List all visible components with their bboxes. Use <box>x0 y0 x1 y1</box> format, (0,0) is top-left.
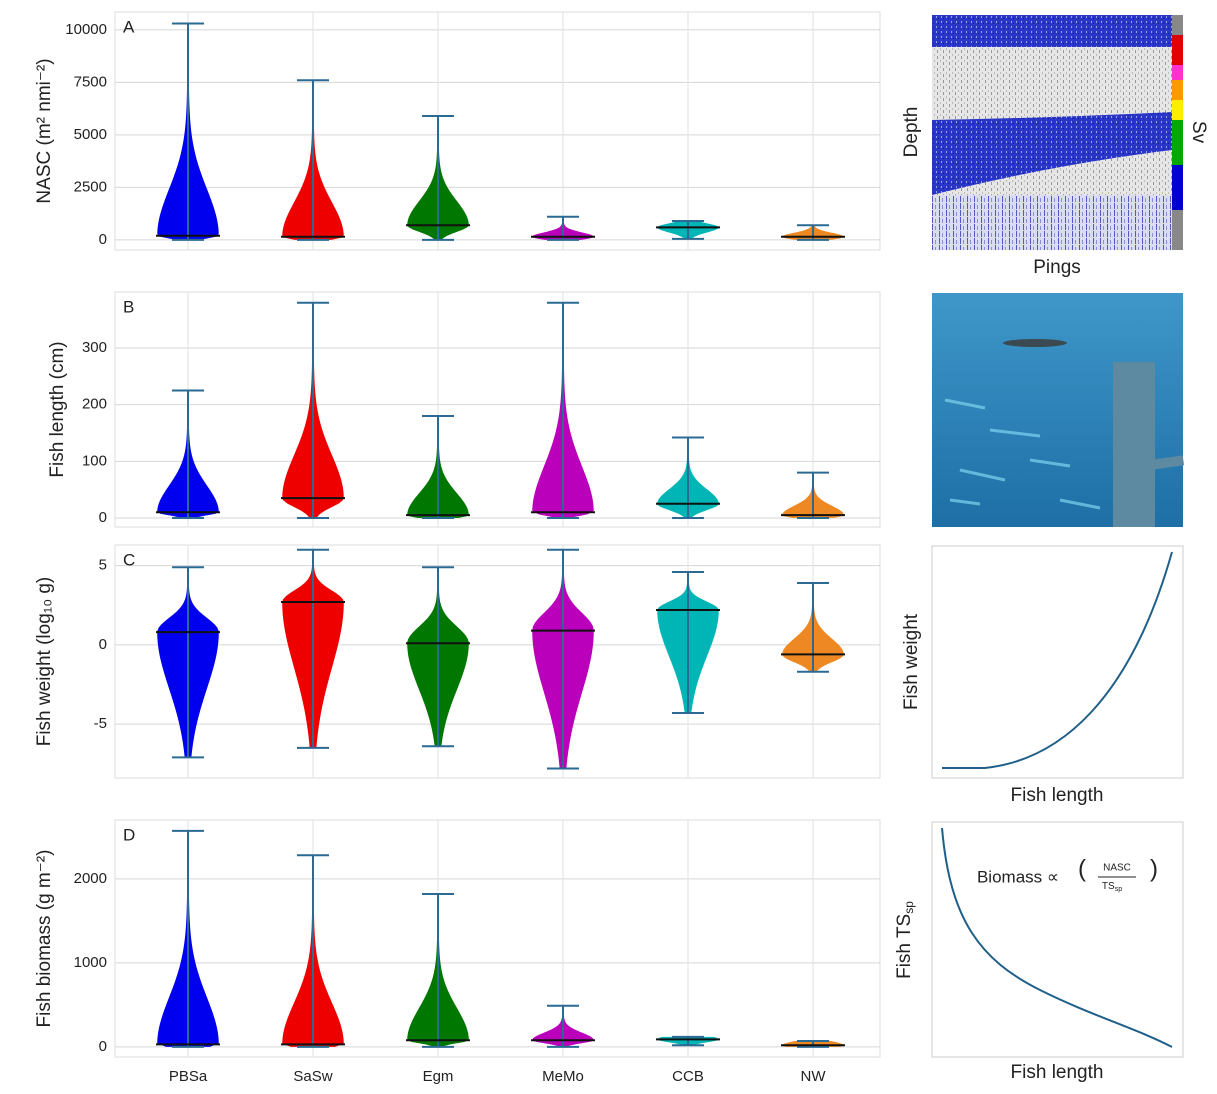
panel-frame <box>931 821 1184 1058</box>
post <box>1113 362 1155 527</box>
y-tick-label: 300 <box>82 339 107 356</box>
echogram-band <box>932 15 1172 47</box>
y-axis-label: NASC (m² nmi⁻²) <box>34 58 55 203</box>
x-tick-label: SaSw <box>293 1068 332 1085</box>
y-axis-label: Fish biomass (g m⁻²) <box>34 850 55 1028</box>
ts-curve-panel: Fish TSsp Fish length Biomass ∝ ( ) NASC… <box>894 821 1184 1083</box>
panel-label: A <box>123 17 135 36</box>
y-tick-label: 0 <box>99 636 107 653</box>
colorbar-label: Sv <box>1188 121 1209 144</box>
y-tick-label: 0 <box>99 509 107 526</box>
y-tick-label: 100 <box>82 452 107 469</box>
echogram-band <box>932 112 1172 195</box>
curve <box>942 551 1173 769</box>
x-tick-label: CCB <box>672 1068 704 1085</box>
fish <box>1003 339 1067 347</box>
y-tick-label: -5 <box>94 715 107 732</box>
y-tick-label: 1000 <box>74 954 107 971</box>
y-tick-label: 200 <box>82 396 107 413</box>
colorbar <box>1172 80 1183 100</box>
x-tick-label: MeMo <box>542 1068 584 1085</box>
formula-bracket: ) <box>1150 855 1158 882</box>
panel-label: D <box>123 825 135 844</box>
axis-label: Fish length <box>1011 785 1104 806</box>
fish <box>944 398 1101 510</box>
violin-panel: 0 100 200 300 B Fish length (cm) <box>47 291 881 528</box>
colorbar <box>1172 210 1183 250</box>
y-tick-label: 0 <box>99 231 107 248</box>
colorbar <box>1172 65 1183 80</box>
formula: Biomass ∝ <box>977 867 1059 886</box>
formula-denominator: TSsp <box>1102 881 1122 893</box>
formula-numerator: NASC <box>1103 863 1131 874</box>
y-tick-label: 0 <box>99 1038 107 1055</box>
x-tick-label: PBSa <box>169 1068 208 1085</box>
colorbar <box>1172 120 1183 165</box>
axis-label: Depth <box>901 107 922 158</box>
y-tick-label: 7500 <box>74 73 107 90</box>
x-tick-label: NW <box>801 1068 827 1085</box>
y-tick-label: 2500 <box>74 178 107 195</box>
y-axis-label: Fish length (cm) <box>47 341 68 477</box>
colorbar <box>1172 100 1183 120</box>
plot-area <box>114 291 881 528</box>
y-axis-label: Fish weight (log₁₀ g) <box>34 577 55 747</box>
echogram-band <box>932 195 1172 250</box>
formula-bracket: ( <box>1078 855 1086 882</box>
panel-label: C <box>123 550 135 569</box>
panel-frame <box>931 545 1184 779</box>
violin-panel: 0 2500 5000 7500 10000 A NASC (m² nmi⁻²) <box>34 11 881 251</box>
plot-area <box>114 11 881 251</box>
colorbar <box>1172 35 1183 65</box>
x-tick-label: Egm <box>423 1068 454 1085</box>
plot-area <box>114 544 881 779</box>
panel-label: B <box>123 297 134 316</box>
echogram: Depth Pings Sv <box>901 15 1209 278</box>
axis-label: Fish length <box>1011 1062 1104 1083</box>
weight-curve-panel: Fish weight Fish length <box>901 545 1184 806</box>
post <box>1149 455 1185 470</box>
violin-panel: 0 1000 2000 D Fish biomass (g m⁻²) PBSa SaSw Eg… <box>34 819 881 1085</box>
colorbar <box>1172 15 1183 35</box>
colorbar <box>1172 165 1183 210</box>
y-tick-label: 5 <box>99 557 107 574</box>
underwater-photo <box>932 293 1185 527</box>
axis-label: Fish TSsp <box>894 901 916 979</box>
axis-label: Fish weight <box>901 613 922 710</box>
y-tick-label: 2000 <box>74 870 107 887</box>
violin-panel: -5 0 5 C Fish weight (log₁₀ g) <box>34 544 881 779</box>
curve <box>941 827 1173 1048</box>
plot-area <box>114 819 881 1058</box>
axis-label: Pings <box>1033 257 1081 278</box>
y-tick-label: 10000 <box>65 21 107 38</box>
y-tick-label: 5000 <box>74 126 107 143</box>
